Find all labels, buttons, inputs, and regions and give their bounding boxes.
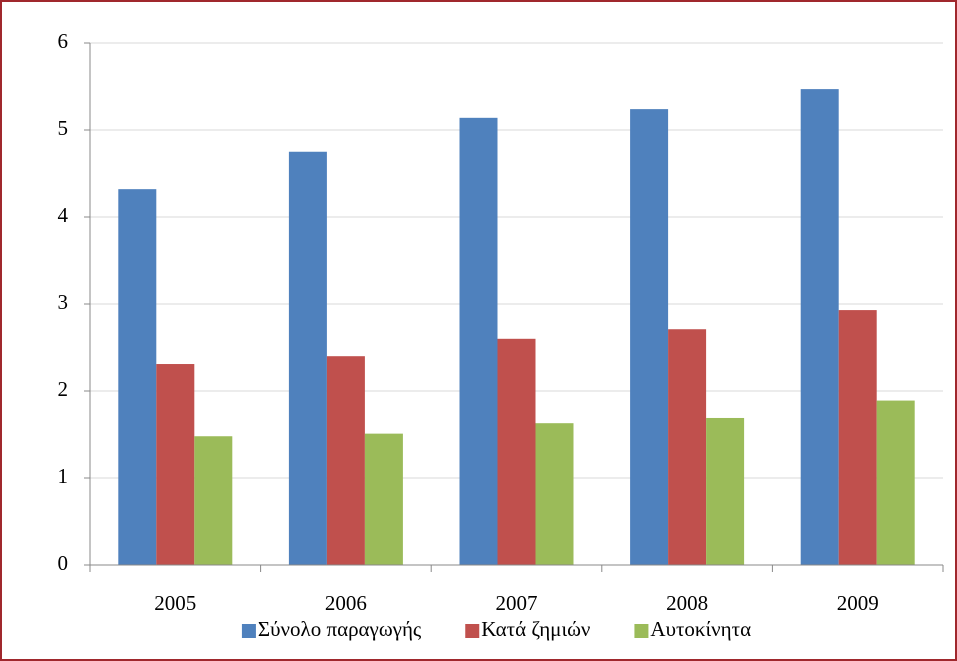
bar: [156, 364, 195, 565]
bar: [288, 151, 327, 565]
x-tick-label: 2005: [154, 591, 196, 615]
legend-label: Κατά ζημιών: [481, 617, 590, 641]
legend-swatch: [634, 624, 649, 638]
y-tick-label: 0: [58, 551, 69, 575]
bar: [630, 109, 669, 566]
y-tick-label: 1: [58, 464, 69, 488]
bar: [194, 436, 233, 565]
bar: [497, 338, 536, 565]
bar: [326, 356, 365, 565]
bar: [118, 189, 157, 565]
x-tick-label: 2009: [837, 591, 879, 615]
bar: [800, 89, 839, 566]
bar: [706, 417, 745, 565]
x-tick-label: 2008: [666, 591, 708, 615]
bar: [535, 423, 574, 565]
legend-label: Σύνολο παραγωγής: [258, 617, 422, 641]
x-tick-label: 2007: [496, 591, 538, 615]
y-tick-label: 5: [58, 116, 69, 140]
y-tick-label: 6: [58, 29, 69, 53]
bar: [459, 117, 498, 565]
y-tick-label: 2: [58, 377, 69, 401]
legend-swatch: [241, 624, 256, 638]
bar: [364, 433, 403, 565]
bar: [876, 400, 915, 565]
bar: [668, 329, 707, 565]
y-tick-label: 3: [58, 290, 69, 314]
bar: [838, 310, 877, 565]
y-tick-label: 4: [58, 203, 69, 227]
legend-label: Αυτοκίνητα: [650, 617, 751, 641]
legend-swatch: [465, 624, 480, 638]
x-tick-label: 2006: [325, 591, 367, 615]
